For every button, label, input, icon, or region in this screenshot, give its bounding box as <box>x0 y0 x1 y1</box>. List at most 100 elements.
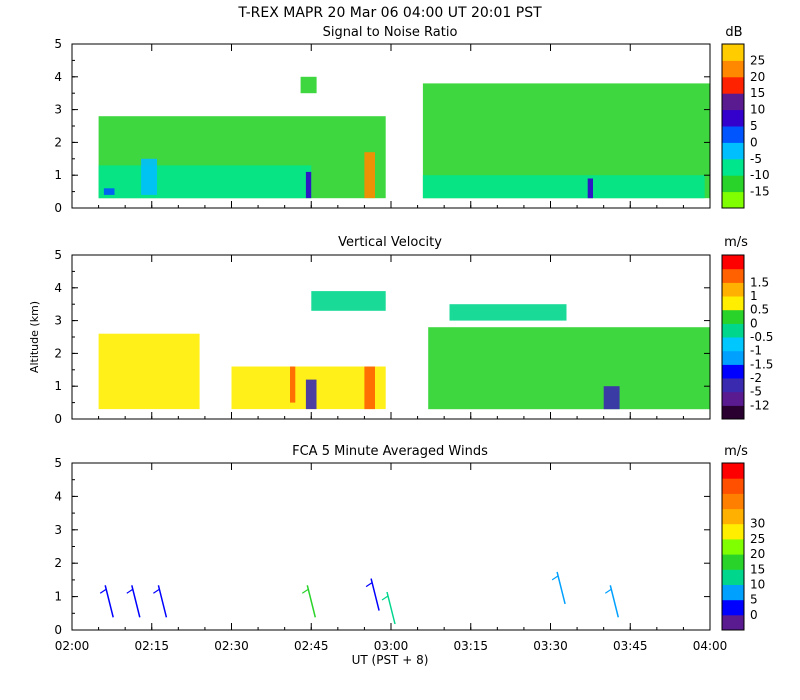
snr-colorbar-swatch <box>722 93 744 111</box>
x-tick-label: 03:45 <box>613 639 648 653</box>
y-tick-label: 1 <box>54 590 62 604</box>
velocity-y-axis-label: Altitude (km) <box>28 301 41 373</box>
velocity-colorbar-swatch <box>722 391 744 406</box>
y-tick-label: 3 <box>54 314 62 328</box>
velocity-colorbar-label: -5 <box>750 385 762 399</box>
winds-units-label: m/s <box>724 444 748 459</box>
snr-colorbar-label: 0 <box>750 135 758 149</box>
x-tick-label: 03:15 <box>453 639 488 653</box>
x-tick-label: 02:15 <box>134 639 169 653</box>
velocity-colorbar-swatch <box>722 350 744 365</box>
winds-colorbar-swatch <box>722 538 744 555</box>
velocity-colorbar-label: 1.5 <box>750 275 769 289</box>
snr-colorbar-label: -10 <box>750 168 770 182</box>
y-tick-label: 0 <box>54 201 62 215</box>
x-tick-label: 02:00 <box>55 639 90 653</box>
velocity-colorbar-label: -1.5 <box>750 357 773 371</box>
winds-colorbar-label: 0 <box>750 608 758 622</box>
y-tick-label: 5 <box>54 248 62 262</box>
y-tick-label: 3 <box>54 103 62 117</box>
velocity-region-0 <box>98 333 200 410</box>
velocity-colorbar-swatch <box>722 309 744 324</box>
velocity-colorbar-swatch <box>722 405 744 420</box>
wind-barb-6 <box>556 571 566 605</box>
wind-barb-1 <box>131 585 141 618</box>
snr-colorbar-label: 10 <box>750 103 765 117</box>
winds-colorbar-swatch <box>722 463 744 479</box>
velocity-region-3 <box>305 379 317 410</box>
y-tick-label: 3 <box>54 523 62 537</box>
wind-barb-2 <box>157 585 168 618</box>
velocity-colorbar-swatch <box>722 255 744 270</box>
velocity-colorbar-swatch <box>722 337 744 352</box>
velocity-colorbar-swatch <box>722 364 744 379</box>
snr-colorbar-label: -5 <box>750 152 762 166</box>
snr-colorbar-swatch <box>722 158 744 176</box>
wind-barb-0 <box>104 585 114 618</box>
snr-region-5 <box>305 171 312 199</box>
y-tick-label: 5 <box>54 456 62 470</box>
velocity-panel-title: Vertical Velocity <box>338 235 442 250</box>
snr-region-2 <box>103 188 115 195</box>
velocity-region-4 <box>290 366 296 403</box>
y-tick-label: 0 <box>54 623 62 637</box>
figure-title: T-REX MAPR 20 Mar 06 04:00 UT 20:01 PST <box>237 5 542 21</box>
y-tick-label: 1 <box>54 379 62 393</box>
y-tick-label: 2 <box>54 346 62 360</box>
snr-colorbar-label: 20 <box>750 70 765 84</box>
velocity-region-2 <box>311 291 386 311</box>
winds-colorbar-swatch <box>722 614 744 631</box>
winds-colorbar-label: 25 <box>750 532 765 546</box>
y-tick-label: 4 <box>54 281 62 295</box>
x-tick-label: 03:30 <box>533 639 568 653</box>
snr-units-label: dB <box>725 25 742 40</box>
snr-region-9 <box>587 178 593 199</box>
x-tick-label: 02:30 <box>214 639 249 653</box>
winds-colorbar-label: 20 <box>750 547 765 561</box>
snr-colorbar-swatch <box>722 76 744 94</box>
snr-colorbar-label: -15 <box>750 185 770 199</box>
velocity-region-8 <box>603 386 620 410</box>
velocity-colorbar-label: 0 <box>750 316 758 330</box>
velocity-colorbar-label: -12 <box>750 398 770 412</box>
snr-colorbar-frame <box>721 43 745 209</box>
snr-colorbar-swatch <box>722 44 744 61</box>
winds-colorbar-swatch <box>722 584 744 601</box>
velocity-colorbar-swatch <box>722 282 744 297</box>
wind-barb-2-flag <box>153 588 160 594</box>
snr-colorbar-swatch <box>722 109 744 127</box>
snr-colorbar-swatch <box>722 191 744 209</box>
snr-colorbar-swatch <box>722 142 744 160</box>
velocity-region-7 <box>449 304 567 321</box>
y-tick-label: 2 <box>54 556 62 570</box>
snr-region-4 <box>300 76 317 94</box>
velocity-colorbar-frame <box>721 254 745 420</box>
velocity-colorbar-swatch <box>722 268 744 283</box>
y-tick-label: 2 <box>54 135 62 149</box>
y-tick-label: 0 <box>54 412 62 426</box>
x-tick-label: 02:45 <box>294 639 329 653</box>
winds-colorbar-swatch <box>722 493 744 510</box>
snr-colorbar-swatch <box>722 60 744 78</box>
velocity-colorbar-label: -1 <box>750 344 762 358</box>
winds-colorbar-label: 30 <box>750 517 765 531</box>
velocity-colorbar-label: -0.5 <box>750 330 773 344</box>
x-tick-label: 03:00 <box>374 639 409 653</box>
snr-colorbar-swatch <box>722 126 744 143</box>
winds-colorbar-frame <box>721 462 745 631</box>
snr-panel-title: Signal to Noise Ratio <box>323 25 458 40</box>
panel-2-plot-area <box>99 571 620 625</box>
wind-barb-7-flag <box>604 588 612 594</box>
winds-colorbar-swatch <box>722 569 744 585</box>
y-tick-label: 5 <box>54 37 62 51</box>
wind-barb-6-flag <box>551 575 559 581</box>
y-tick-label: 1 <box>54 168 62 182</box>
wind-barb-3 <box>306 585 317 618</box>
velocity-colorbar-swatch <box>722 378 744 393</box>
velocity-colorbar-label: 1 <box>750 289 758 303</box>
velocity-units-label: m/s <box>724 235 748 250</box>
winds-colorbar-swatch <box>722 523 744 540</box>
panel-0-plot-area <box>98 76 710 199</box>
panel-1-plot-area <box>98 291 710 410</box>
